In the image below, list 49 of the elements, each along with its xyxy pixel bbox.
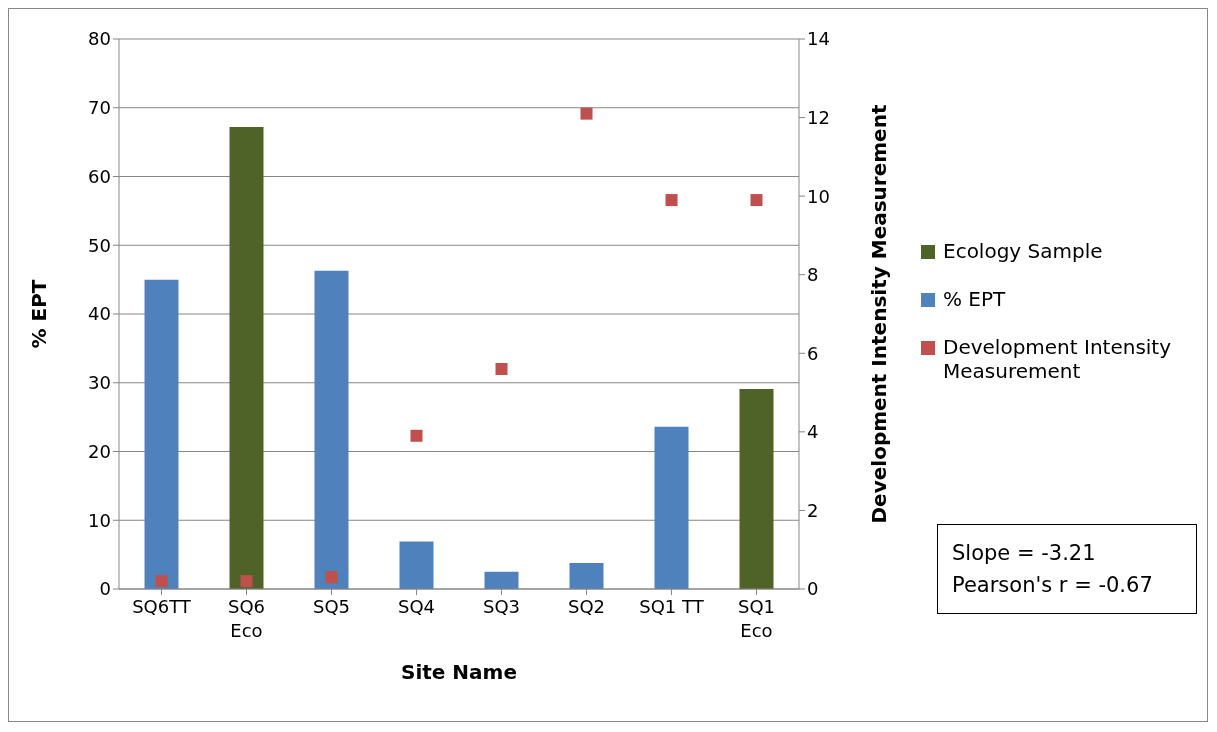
text: Slope = -3.21 <box>952 540 1097 567</box>
y-tick-label: 20 <box>88 440 111 462</box>
point <box>495 363 508 375</box>
y-tick-label: 30 <box>88 372 111 394</box>
point <box>580 107 593 120</box>
bar <box>144 279 179 589</box>
bar <box>569 562 604 589</box>
bar <box>229 127 264 589</box>
y2-tick-label: 4 <box>807 421 819 443</box>
y-tick-label: 60 <box>88 165 111 187</box>
point <box>325 571 338 584</box>
legend-label: Ecology Sample <box>943 239 1103 263</box>
bar <box>739 388 774 589</box>
y-tick-label: 80 <box>88 28 111 50</box>
x-tick-label: SQ3 <box>482 596 521 617</box>
x-tick-label: SQ1 TT <box>639 596 705 617</box>
x-tick-label: SQ6TT <box>132 596 192 617</box>
y-tick-label: 50 <box>88 234 111 256</box>
legend-label: % EPT <box>943 287 1006 311</box>
y2-tick-label: 2 <box>807 499 819 521</box>
point <box>410 429 423 442</box>
x-tick-label: SQ1 Eco <box>737 596 776 641</box>
y2-tick-label: 14 <box>807 28 830 50</box>
legend-label: Development Intensity Measurement <box>943 335 1173 383</box>
y-tick-label: 0 <box>99 578 111 600</box>
y-tick-label: 70 <box>88 97 111 119</box>
point <box>240 575 253 588</box>
y2-tick-label: 0 <box>807 578 819 600</box>
y2-tick-label: 12 <box>807 106 830 128</box>
point <box>665 194 678 207</box>
y2-tick-label: 6 <box>807 342 819 364</box>
x-axis-title: Site Name <box>401 660 517 684</box>
x-tick-label: SQ2 <box>567 596 606 617</box>
bar <box>654 426 689 589</box>
y2-tick-label: 10 <box>807 185 830 207</box>
bar <box>314 270 349 589</box>
y-tick-label: 10 <box>88 509 111 531</box>
x-tick-label: SQ4 <box>397 596 436 617</box>
point <box>750 194 763 207</box>
text: Pearson's r = -0.67 <box>952 572 1154 599</box>
bar <box>484 571 519 589</box>
bar <box>399 541 434 589</box>
y2-tick-label: 8 <box>807 264 819 286</box>
y2-axis-title: Development Intensity Measurement <box>867 104 892 524</box>
y-tick-label: 40 <box>88 303 111 325</box>
point <box>155 575 168 588</box>
x-tick-label: SQ5 <box>312 596 351 617</box>
y-axis-title: % EPT <box>27 279 52 349</box>
x-tick-label: SQ6 Eco <box>227 596 266 641</box>
